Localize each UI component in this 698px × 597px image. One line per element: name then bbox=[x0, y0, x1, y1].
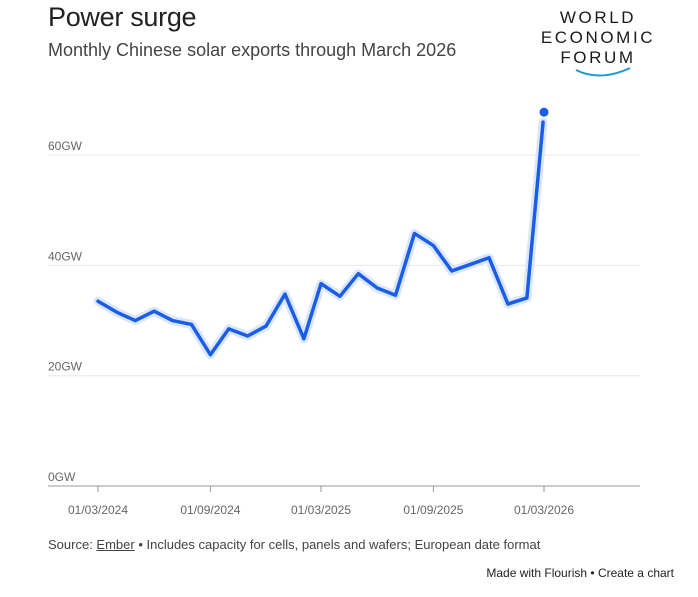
made-with-flourish-link[interactable]: Made with Flourish bbox=[486, 566, 588, 580]
y-axis: 0GW 20GW 40GW 60GW bbox=[48, 139, 83, 484]
chart-footer: Source: Ember • Includes capacity for ce… bbox=[48, 537, 540, 552]
y-tick-label: 40GW bbox=[48, 249, 83, 263]
series-line bbox=[96, 120, 545, 357]
x-tick-label: 01/03/2026 bbox=[514, 503, 574, 517]
logo-line-economic: ECONOMIC bbox=[540, 28, 656, 47]
x-tick-label: 01/09/2025 bbox=[403, 503, 463, 517]
logo-line-world: WORLD bbox=[559, 8, 637, 27]
x-tick-label: 01/09/2024 bbox=[180, 503, 240, 517]
y-tick-label: 20GW bbox=[48, 360, 83, 374]
logo-arc-icon bbox=[575, 67, 631, 77]
source-note: • Includes capacity for cells, panels an… bbox=[134, 537, 541, 552]
source-prefix: Source: bbox=[48, 537, 97, 552]
y-tick-label: 0GW bbox=[48, 470, 76, 484]
y-tick-label: 60GW bbox=[48, 139, 83, 153]
flourish-credit: Made with Flourish • Create a chart bbox=[486, 566, 674, 580]
x-tick-label: 01/03/2025 bbox=[291, 503, 351, 517]
chart-subtitle: Monthly Chinese solar exports through Ma… bbox=[48, 40, 457, 60]
wef-logo: WORLD ECONOMIC FORUM bbox=[538, 8, 658, 80]
series-exports bbox=[93, 107, 549, 360]
gridlines bbox=[48, 154, 640, 487]
credit-separator: • bbox=[587, 566, 598, 580]
chart-title: Power surge bbox=[48, 2, 197, 32]
create-chart-link[interactable]: Create a chart bbox=[597, 566, 674, 580]
x-axis: 01/03/2024 01/09/2024 01/03/2025 01/09/2025… bbox=[68, 486, 574, 517]
source-link-ember[interactable]: Ember bbox=[96, 537, 135, 552]
data-point-latest[interactable] bbox=[539, 107, 549, 117]
logo-line-forum: FORUM bbox=[560, 48, 636, 67]
x-tick-label: 01/03/2024 bbox=[68, 503, 128, 517]
series-halo bbox=[93, 117, 548, 360]
